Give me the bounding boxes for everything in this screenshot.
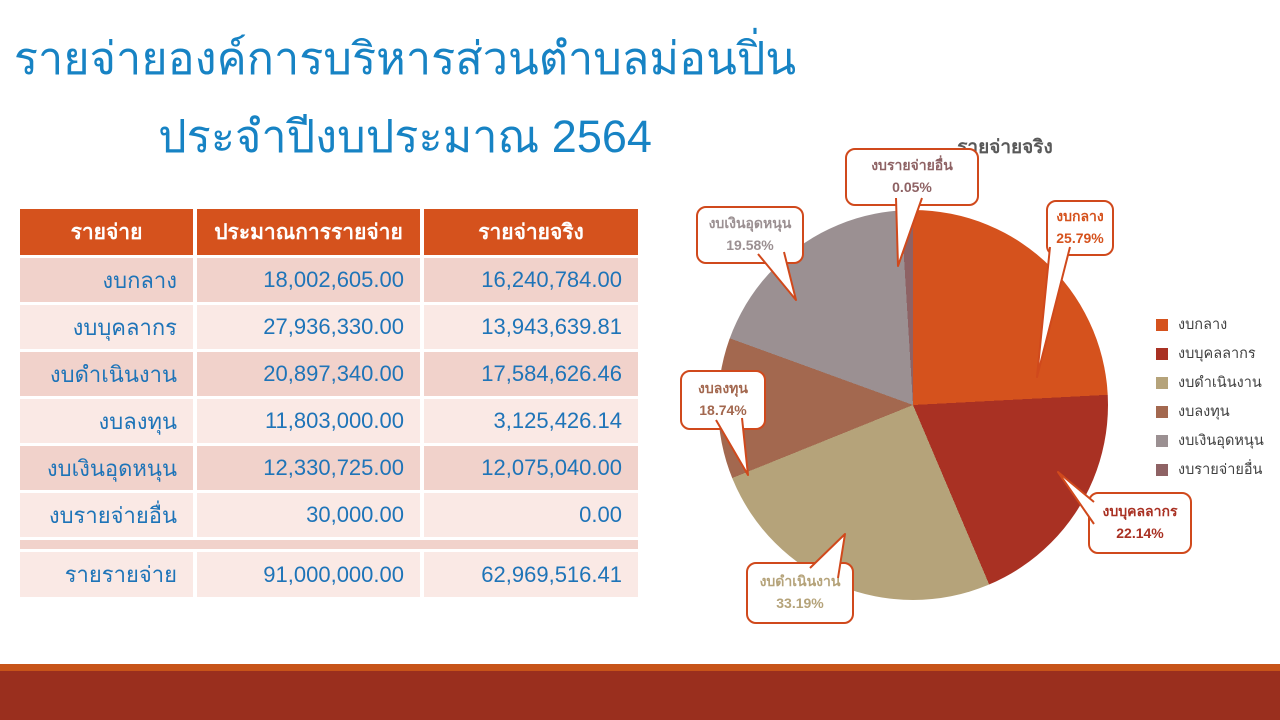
- budget-table: รายจ่าย ประมาณการรายจ่าย รายจ่ายจริง งบก…: [16, 206, 642, 600]
- callout-pct: 0.05%: [892, 179, 932, 195]
- row-label: งบลงทุน: [20, 399, 193, 443]
- legend-swatch: [1156, 463, 1168, 476]
- total-actual: 62,969,516.41: [424, 552, 638, 597]
- row-label: งบกลาง: [20, 258, 193, 302]
- callout-investment-budget: งบลงทุน 18.74%: [680, 370, 766, 430]
- footer-band: [0, 671, 1280, 720]
- table-row: งบบุคลากร 27,936,330.00 13,943,639.81: [20, 305, 638, 349]
- callout-label: งบดำเนินงาน: [759, 573, 841, 590]
- title-line-1: รายจ่ายองค์การบริหารส่วนตำบลม่อนปิ่น: [13, 33, 797, 84]
- total-budget: 91,000,000.00: [197, 552, 420, 597]
- callout-label: งบรายจ่ายอื่น: [871, 157, 953, 174]
- row-label: งบบุคลากร: [20, 305, 193, 349]
- legend-item: งบรายจ่ายอื่น: [1156, 455, 1264, 484]
- table-header-row: รายจ่าย ประมาณการรายจ่าย รายจ่ายจริง: [20, 209, 638, 255]
- table-row: งบรายจ่ายอื่น 30,000.00 0.00: [20, 493, 638, 537]
- row-budget: 27,936,330.00: [197, 305, 420, 349]
- legend-swatch: [1156, 318, 1168, 331]
- callout-personnel-budget: งบบุคลลากร 22.14%: [1088, 492, 1192, 554]
- callout-central-budget: งบกลาง 25.79%: [1046, 200, 1114, 256]
- table-row: งบเงินอุดหนุน 12,330,725.00 12,075,040.0…: [20, 446, 638, 490]
- legend-label: งบบุคลลากร: [1178, 346, 1256, 362]
- callout-pct: 19.58%: [726, 237, 774, 253]
- table-separator-row: [20, 540, 638, 549]
- legend-label: งบดำเนินงาน: [1178, 375, 1262, 391]
- page-title: รายจ่ายองค์การบริหารส่วนตำบลม่อนปิ่น ประ…: [10, 22, 800, 159]
- legend-swatch: [1156, 434, 1168, 447]
- chart-title: รายจ่ายจริง: [957, 137, 1053, 158]
- row-actual: 13,943,639.81: [424, 305, 638, 349]
- legend-label: งบลงทุน: [1178, 404, 1230, 420]
- callout-other-expense: งบรายจ่ายอื่น 0.05%: [845, 148, 979, 206]
- row-actual: 0.00: [424, 493, 638, 537]
- callout-pct: 18.74%: [699, 402, 747, 418]
- legend-item: งบกลาง: [1156, 310, 1264, 339]
- row-actual: 16,240,784.00: [424, 258, 638, 302]
- row-budget: 12,330,725.00: [197, 446, 420, 490]
- callout-pct: 33.19%: [776, 595, 824, 611]
- table-total-row: รายรายจ่าย 91,000,000.00 62,969,516.41: [20, 552, 638, 597]
- legend: งบกลาง งบบุคลลากร งบดำเนินงาน งบลงทุน งบ…: [1156, 310, 1264, 484]
- footer-accent-stripe: [0, 664, 1280, 671]
- title-line-2: ประจำปีงบประมาณ 2564: [158, 111, 652, 162]
- row-actual: 12,075,040.00: [424, 446, 638, 490]
- callout-pct: 22.14%: [1116, 525, 1164, 541]
- legend-item: งบดำเนินงาน: [1156, 368, 1264, 397]
- legend-item: งบบุคลลากร: [1156, 339, 1264, 368]
- row-label: งบเงินอุดหนุน: [20, 446, 193, 490]
- legend-swatch: [1156, 376, 1168, 389]
- header-actual: รายจ่ายจริง: [424, 209, 638, 255]
- legend-label: งบกลาง: [1178, 317, 1228, 333]
- callout-label: งบลงทุน: [698, 380, 748, 397]
- legend-swatch: [1156, 347, 1168, 360]
- header-expense: รายจ่าย: [20, 209, 193, 255]
- row-budget: 11,803,000.00: [197, 399, 420, 443]
- row-budget: 30,000.00: [197, 493, 420, 537]
- legend-label: งบเงินอุดหนุน: [1178, 433, 1264, 449]
- row-label: งบรายจ่ายอื่น: [20, 493, 193, 537]
- header-budgeted: ประมาณการรายจ่าย: [197, 209, 420, 255]
- row-actual: 17,584,626.46: [424, 352, 638, 396]
- callout-label: งบกลาง: [1056, 208, 1104, 225]
- callout-label: งบบุคลลากร: [1102, 503, 1178, 520]
- callout-pct: 25.79%: [1056, 230, 1104, 246]
- table-row: งบกลาง 18,002,605.00 16,240,784.00: [20, 258, 638, 302]
- pie-chart: รายจ่ายจริง งบรายจ่ายอื่น 0.05% งบกลาง 2…: [660, 128, 1280, 663]
- pie: [718, 210, 1108, 600]
- legend-item: งบลงทุน: [1156, 397, 1264, 426]
- row-actual: 3,125,426.14: [424, 399, 638, 443]
- row-label: งบดำเนินงาน: [20, 352, 193, 396]
- total-label: รายรายจ่าย: [20, 552, 193, 597]
- row-budget: 18,002,605.00: [197, 258, 420, 302]
- table-row: งบดำเนินงาน 20,897,340.00 17,584,626.46: [20, 352, 638, 396]
- callout-operations-budget: งบดำเนินงาน 33.19%: [746, 562, 854, 624]
- table-row: งบลงทุน 11,803,000.00 3,125,426.14: [20, 399, 638, 443]
- callout-subsidy-budget: งบเงินอุดหนุน 19.58%: [696, 206, 804, 264]
- legend-item: งบเงินอุดหนุน: [1156, 426, 1264, 455]
- callout-label: งบเงินอุดหนุน: [708, 215, 792, 232]
- legend-label: งบรายจ่ายอื่น: [1178, 462, 1263, 478]
- legend-swatch: [1156, 405, 1168, 418]
- row-budget: 20,897,340.00: [197, 352, 420, 396]
